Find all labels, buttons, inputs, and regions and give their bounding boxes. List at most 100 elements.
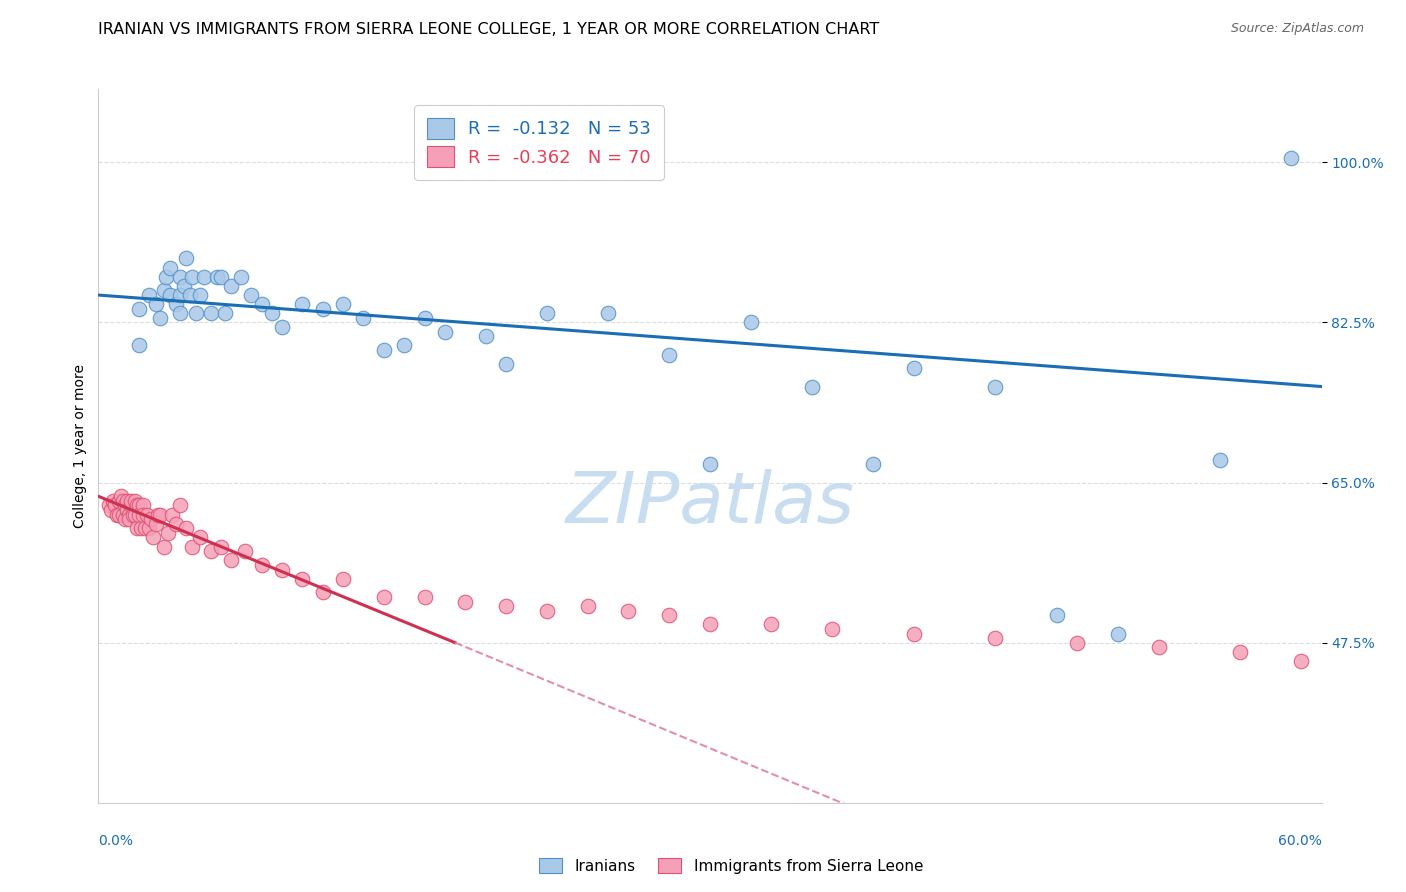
Point [699, 617, 721, 632]
Point [1291, 654, 1313, 668]
Point [617, 604, 640, 618]
Point [495, 357, 517, 371]
Point [108, 494, 131, 508]
Point [115, 494, 138, 508]
Point [181, 269, 204, 284]
Point [209, 269, 232, 284]
Point [124, 508, 146, 522]
Point [205, 269, 228, 284]
Point [658, 608, 681, 623]
Point [413, 310, 436, 325]
Point [136, 508, 159, 522]
Point [165, 297, 187, 311]
Point [598, 306, 620, 320]
Point [149, 508, 172, 522]
Point [219, 553, 242, 567]
Point [188, 531, 212, 545]
Point [169, 269, 191, 284]
Point [142, 531, 165, 545]
Point [181, 540, 204, 554]
Point [169, 499, 191, 513]
Text: 0.0%: 0.0% [98, 834, 134, 848]
Point [1147, 640, 1170, 655]
Point [312, 585, 335, 599]
Point [240, 288, 263, 302]
Point [250, 558, 273, 572]
Point [111, 508, 134, 522]
Point [801, 379, 824, 393]
Point [200, 306, 222, 320]
Point [145, 297, 167, 311]
Point [1066, 636, 1088, 650]
Point [127, 521, 149, 535]
Point [474, 329, 498, 343]
Point [1045, 608, 1069, 623]
Point [114, 499, 136, 513]
Point [291, 297, 314, 311]
Point [138, 288, 160, 302]
Point [134, 521, 156, 535]
Point [108, 508, 131, 522]
Point [173, 279, 195, 293]
Point [761, 617, 783, 632]
Point [118, 508, 141, 522]
Point [740, 316, 762, 330]
Point [159, 288, 181, 302]
Point [332, 297, 354, 311]
Point [576, 599, 599, 613]
Point [209, 540, 232, 554]
Point [186, 306, 208, 320]
Point [984, 379, 1007, 393]
Point [434, 325, 457, 339]
Text: ZIPatlas: ZIPatlas [565, 468, 855, 538]
Point [1209, 452, 1232, 467]
Point [1107, 626, 1129, 640]
Point [104, 499, 127, 513]
Point [536, 306, 558, 320]
Point [174, 521, 197, 535]
Point [111, 494, 134, 508]
Point [97, 499, 120, 513]
Point [903, 626, 925, 640]
Point [120, 499, 142, 513]
Point [984, 631, 1007, 645]
Point [188, 288, 212, 302]
Point [152, 540, 174, 554]
Point [373, 590, 395, 604]
Text: Source: ZipAtlas.com: Source: ZipAtlas.com [1230, 22, 1364, 36]
Point [250, 297, 273, 311]
Point [141, 512, 163, 526]
Point [270, 320, 294, 334]
Point [392, 338, 416, 352]
Point [536, 604, 558, 618]
Point [200, 544, 222, 558]
Point [128, 301, 150, 316]
Point [862, 458, 884, 472]
Legend: R =  -0.132   N = 53, R =  -0.362   N = 70: R = -0.132 N = 53, R = -0.362 N = 70 [413, 105, 664, 179]
Point [821, 622, 844, 636]
Point [146, 508, 169, 522]
Point [219, 279, 242, 293]
Point [193, 269, 215, 284]
Point [1279, 151, 1302, 165]
Point [214, 306, 236, 320]
Point [128, 499, 150, 513]
Point [132, 508, 155, 522]
Point [129, 521, 152, 535]
Point [114, 512, 136, 526]
Point [270, 562, 294, 576]
Point [118, 512, 141, 526]
Point [260, 306, 283, 320]
Y-axis label: College, 1 year or more: College, 1 year or more [73, 364, 87, 528]
Point [155, 269, 177, 284]
Point [169, 288, 191, 302]
Text: IRANIAN VS IMMIGRANTS FROM SIERRA LEONE COLLEGE, 1 YEAR OR MORE CORRELATION CHAR: IRANIAN VS IMMIGRANTS FROM SIERRA LEONE … [98, 22, 880, 37]
Point [352, 310, 374, 325]
Point [100, 503, 122, 517]
Point [149, 310, 172, 325]
Point [312, 301, 335, 316]
Point [495, 599, 517, 613]
Point [152, 284, 174, 298]
Legend: Iranians, Immigrants from Sierra Leone: Iranians, Immigrants from Sierra Leone [533, 852, 929, 880]
Point [128, 338, 150, 352]
